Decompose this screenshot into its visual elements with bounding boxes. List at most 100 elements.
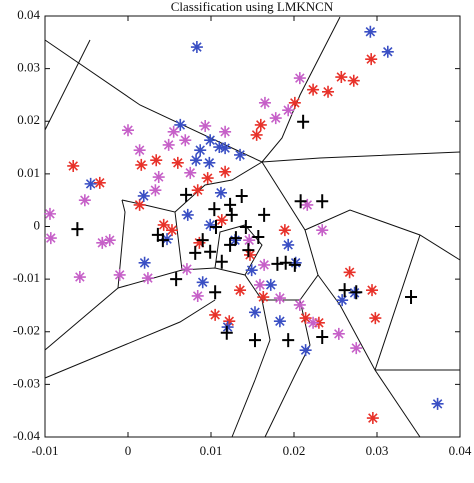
point: [225, 207, 238, 222]
point: [350, 285, 363, 300]
point: [78, 194, 91, 207]
point: [191, 289, 204, 302]
point: [294, 194, 307, 209]
point: [258, 96, 271, 109]
point: [431, 397, 444, 410]
point: [191, 184, 204, 197]
point: [137, 189, 150, 202]
point: [316, 224, 329, 237]
x-tick-label: 0.03: [366, 443, 389, 458]
point: [282, 238, 295, 251]
point: [179, 134, 192, 147]
point: [162, 138, 175, 151]
point: [338, 283, 351, 298]
chart-title: Classification using LMKNCN: [171, 0, 334, 14]
y-tick-label: 0.03: [17, 60, 40, 75]
point: [73, 271, 86, 284]
point: [190, 41, 203, 54]
point: [366, 284, 379, 297]
point: [103, 234, 116, 247]
y-tick-label: 0.04: [17, 7, 40, 22]
point: [369, 312, 382, 325]
x-tick-label: 0.02: [283, 443, 306, 458]
boundary: [44, 199, 126, 351]
point: [135, 158, 148, 171]
point: [201, 172, 214, 185]
point: [245, 264, 258, 277]
point: [234, 148, 247, 161]
point: [220, 325, 233, 340]
point: [208, 202, 221, 217]
point: [204, 218, 217, 231]
point: [405, 290, 418, 305]
point: [189, 245, 202, 260]
point: [184, 166, 197, 179]
point: [234, 284, 247, 297]
point: [235, 188, 248, 203]
point: [273, 315, 286, 328]
point: [43, 207, 56, 220]
point: [273, 292, 286, 305]
point: [215, 254, 228, 269]
point: [366, 412, 379, 425]
point: [133, 198, 146, 211]
boundary: [44, 39, 461, 163]
point: [209, 220, 222, 235]
boundary: [231, 299, 271, 438]
point: [278, 224, 291, 237]
point: [332, 327, 345, 340]
point: [44, 232, 57, 245]
point: [96, 236, 109, 249]
point: [170, 272, 183, 287]
point: [254, 118, 267, 131]
boundary: [261, 16, 341, 163]
y-tick-label: -0.02: [13, 323, 40, 338]
point: [335, 71, 348, 84]
point: [381, 45, 394, 58]
point: [71, 222, 84, 237]
point: [133, 144, 146, 157]
point: [288, 257, 301, 272]
x-tick-label: 0.04: [449, 443, 472, 458]
point: [293, 298, 306, 311]
point: [316, 194, 329, 209]
point: [180, 263, 193, 276]
boundary: [174, 161, 263, 213]
point: [239, 220, 252, 235]
point: [219, 142, 232, 155]
y-tick-label: 0: [34, 217, 41, 232]
point: [150, 154, 163, 167]
point: [299, 312, 312, 325]
point: [199, 119, 212, 132]
point: [122, 124, 134, 137]
point: [213, 141, 226, 154]
point: [165, 224, 178, 237]
point: [282, 333, 295, 348]
point: [297, 114, 310, 129]
point: [193, 236, 206, 249]
plot-frame: [44, 15, 461, 438]
point: [219, 125, 232, 138]
point: [364, 25, 377, 38]
point: [301, 198, 314, 211]
boundary: [44, 299, 216, 379]
point: [307, 316, 320, 329]
point: [174, 118, 187, 131]
point: [253, 278, 266, 291]
y-tick-label: -0.03: [13, 375, 40, 390]
point: [271, 256, 284, 271]
point: [248, 306, 261, 319]
point: [322, 85, 335, 98]
point: [282, 104, 295, 117]
point: [203, 156, 216, 169]
boundary: [117, 199, 183, 289]
point: [181, 208, 194, 221]
point: [209, 285, 222, 300]
point: [288, 96, 301, 109]
point: [343, 266, 356, 279]
point: [180, 187, 193, 202]
point: [161, 233, 174, 246]
point: [171, 156, 184, 169]
point: [350, 342, 363, 355]
point: [258, 207, 271, 222]
